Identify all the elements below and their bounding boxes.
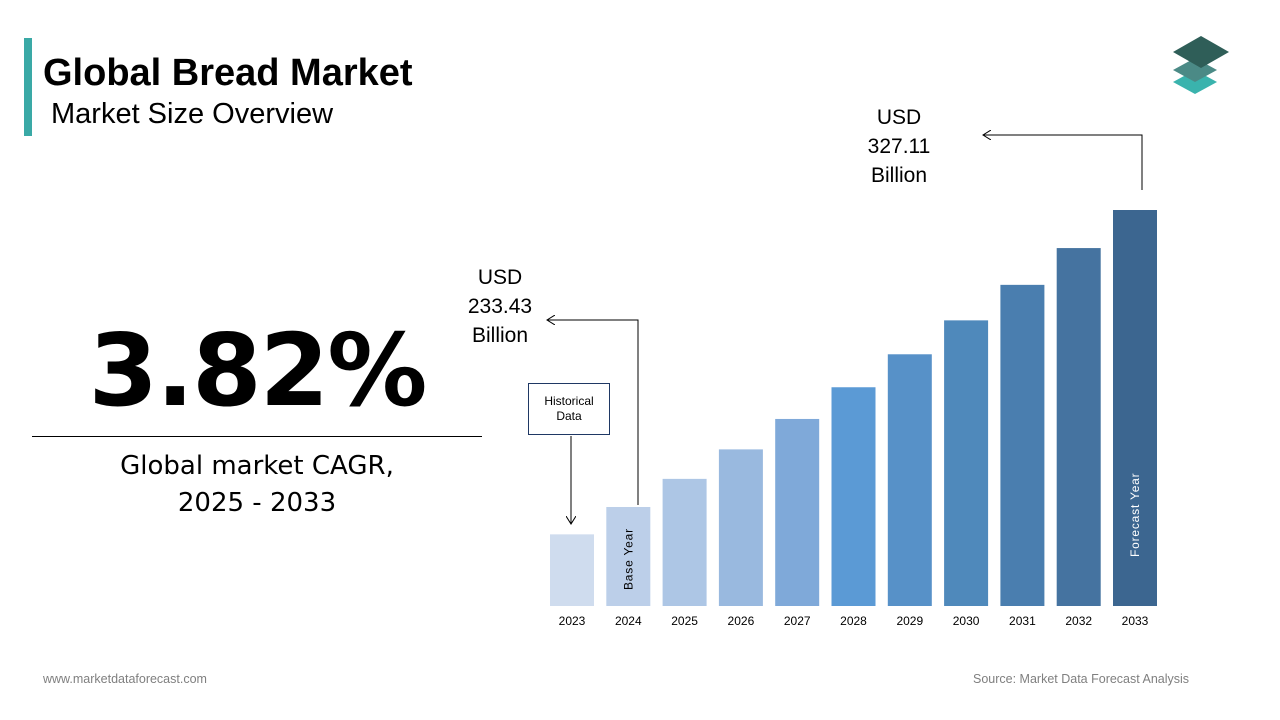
start-currency: USD bbox=[477, 266, 523, 289]
cagr-value: 3.82% bbox=[88, 312, 428, 429]
forecast-year-label: Forecast Year bbox=[1128, 473, 1142, 557]
base-year-label: Base Year bbox=[621, 528, 635, 590]
x-tick-label: 2026 bbox=[728, 614, 755, 628]
website-link[interactable]: www.marketdataforecast.com bbox=[43, 672, 207, 686]
x-tick-label: 2031 bbox=[1009, 614, 1036, 628]
logo-icon bbox=[1173, 36, 1229, 94]
x-tick-label: 2032 bbox=[1065, 614, 1092, 628]
bar-2033 bbox=[1113, 210, 1157, 606]
end-value-callout: USD 327.11 Billion bbox=[854, 103, 944, 190]
cagr-label: Global market CAGR, 2025 - 2033 bbox=[32, 448, 482, 522]
bar-2030 bbox=[944, 320, 989, 606]
start-unit: Billion bbox=[471, 324, 529, 347]
bar-2029 bbox=[887, 354, 932, 606]
bar-2024 bbox=[606, 506, 651, 606]
historical-line1: Historical bbox=[544, 394, 594, 408]
end-currency: USD bbox=[876, 106, 922, 129]
cagr-label-line2: 2025 - 2033 bbox=[177, 488, 337, 518]
x-tick-label: 2028 bbox=[840, 614, 867, 628]
page-title: Global Bread Market bbox=[43, 52, 413, 94]
bar-2025 bbox=[662, 478, 707, 606]
x-tick-label: 2029 bbox=[896, 614, 923, 628]
start-arrow bbox=[547, 320, 639, 505]
bar-2023 bbox=[550, 534, 594, 606]
x-tick-label: 2027 bbox=[784, 614, 811, 628]
x-tick-label: 2024 bbox=[615, 614, 642, 628]
cagr-label-line1: Global market CAGR, bbox=[120, 451, 394, 481]
bar-2028 bbox=[831, 387, 876, 606]
bar-2031 bbox=[1000, 284, 1045, 606]
bar-2027 bbox=[775, 418, 820, 606]
x-tick-label: 2023 bbox=[559, 614, 586, 628]
start-value-callout: USD 233.43 Billion bbox=[455, 263, 545, 350]
end-value: 327.11 bbox=[867, 135, 931, 158]
bar-2026 bbox=[718, 449, 763, 606]
historical-data-box: Historical Data bbox=[528, 383, 610, 435]
x-tick-label: 2030 bbox=[953, 614, 980, 628]
source-note: Source: Market Data Forecast Analysis bbox=[973, 672, 1190, 686]
page-subtitle: Market Size Overview bbox=[51, 98, 334, 130]
end-arrow bbox=[983, 135, 1143, 190]
divider bbox=[32, 436, 482, 437]
end-unit: Billion bbox=[870, 164, 928, 187]
historical-line2: Data bbox=[556, 409, 582, 423]
title-accent-bar bbox=[24, 38, 32, 136]
bar-2032 bbox=[1056, 248, 1101, 607]
x-tick-label: 2033 bbox=[1122, 614, 1149, 628]
start-value: 233.43 bbox=[467, 295, 533, 318]
x-tick-label: 2025 bbox=[671, 614, 698, 628]
